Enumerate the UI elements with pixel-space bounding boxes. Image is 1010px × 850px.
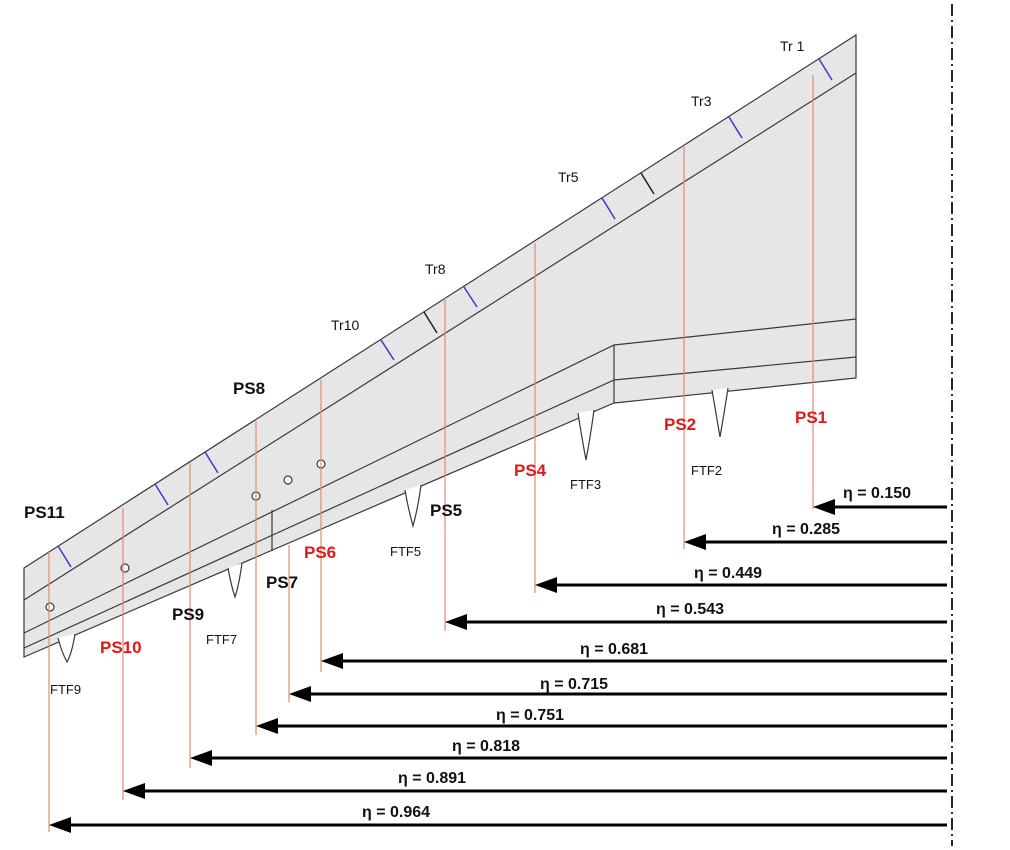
tap-marker: [120, 563, 130, 573]
eta-label-ps6: η = 0.681: [580, 641, 648, 658]
te-marker: [640, 172, 655, 195]
te-marker: [818, 58, 833, 81]
te-marker: [57, 545, 72, 568]
eta-label-ps11: η = 0.964: [362, 804, 430, 821]
ftf-label: FTF7: [206, 632, 237, 647]
tr-label: Tr10: [331, 317, 359, 333]
station-label-ps1: PS1: [795, 408, 827, 427]
arrowhead-ps1: [813, 499, 835, 515]
rear-spar-line: [23, 72, 857, 601]
flap-track-fairing: [404, 484, 422, 529]
eta-label-ps9: η = 0.818: [452, 738, 520, 755]
station-label-ps11: PS11: [24, 503, 65, 522]
te-marker: [601, 197, 616, 220]
arrowhead-ps2: [684, 534, 706, 550]
eta-label-ps8: η = 0.751: [496, 707, 564, 724]
tr-label: Tr5: [558, 169, 579, 185]
eta-label-ps7: η = 0.715: [540, 676, 608, 693]
arrowhead-ps9: [190, 750, 212, 766]
wing-planform: [23, 33, 857, 658]
tr-label: Tr 1: [780, 38, 805, 54]
tr-label: Tr3: [691, 93, 712, 109]
station-label-ps10: PS10: [100, 638, 142, 657]
arrowhead-ps5: [445, 614, 467, 630]
station-arrows: [49, 499, 947, 833]
eta-label-ps4: η = 0.449: [694, 565, 762, 582]
flap-track-fairing: [57, 633, 76, 664]
arrowhead-ps4: [535, 577, 557, 593]
station-label-ps7: PS7: [266, 573, 298, 592]
flap-track-fairing: [577, 409, 595, 461]
tap-marker: [283, 475, 293, 485]
ftf-label: FTF9: [50, 682, 81, 697]
arrowhead-ps7: [289, 686, 311, 702]
te-marker: [423, 311, 438, 334]
te-marker: [154, 483, 169, 506]
eta-label-ps5: η = 0.543: [656, 601, 724, 618]
te-marker: [380, 339, 395, 361]
ftf-label: FTF5: [390, 544, 421, 559]
station-label-ps6: PS6: [304, 543, 336, 562]
station-label-ps5: PS5: [430, 501, 462, 520]
arrowhead-ps6: [321, 653, 343, 669]
station-label-ps8: PS8: [233, 379, 265, 398]
eta-label-ps10: η = 0.891: [398, 770, 466, 787]
ftf-label: FTF2: [691, 463, 722, 478]
te-marker: [463, 286, 478, 308]
eta-label-ps1: η = 0.150: [843, 485, 911, 502]
eta-label-ps2: η = 0.285: [772, 521, 840, 538]
tr-label: Tr8: [425, 261, 446, 277]
station-label-ps4: PS4: [514, 461, 547, 480]
ftf-label: FTF3: [570, 477, 601, 492]
flap-track-fairing: [227, 562, 243, 599]
arrowhead-ps8: [256, 718, 278, 734]
flap-track-fairing: [711, 387, 729, 438]
arrowhead-ps10: [123, 783, 145, 799]
arrowhead-ps11: [49, 817, 71, 833]
station-label-ps9: PS9: [172, 605, 204, 624]
tap-marker: [45, 602, 55, 612]
station-label-ps2: PS2: [664, 415, 696, 434]
te-marker: [728, 116, 743, 139]
te-marker: [204, 451, 219, 474]
